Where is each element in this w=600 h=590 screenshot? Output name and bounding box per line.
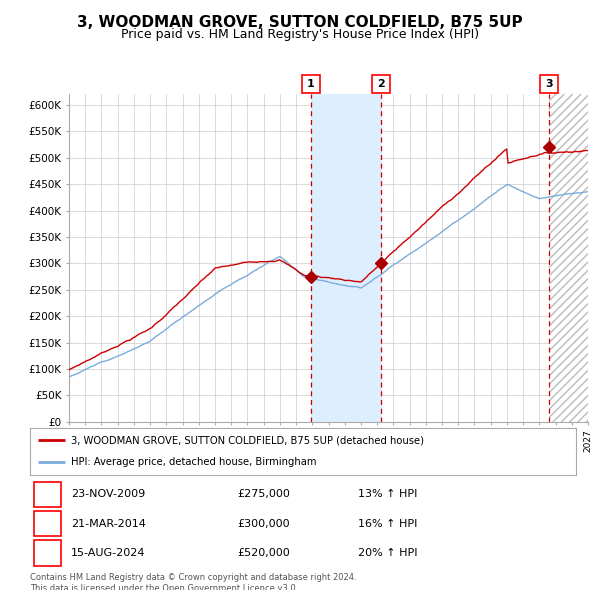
Text: £520,000: £520,000 — [238, 548, 290, 558]
Text: £300,000: £300,000 — [238, 519, 290, 529]
Text: 1: 1 — [307, 79, 314, 88]
Text: HPI: Average price, detached house, Birmingham: HPI: Average price, detached house, Birm… — [71, 457, 316, 467]
Text: Contains HM Land Registry data © Crown copyright and database right 2024.
This d: Contains HM Land Registry data © Crown c… — [30, 573, 356, 590]
Text: 1: 1 — [43, 488, 52, 501]
Text: 15-AUG-2024: 15-AUG-2024 — [71, 548, 145, 558]
Bar — [550, 94, 588, 422]
Text: 23-NOV-2009: 23-NOV-2009 — [71, 489, 145, 499]
Text: 13% ↑ HPI: 13% ↑ HPI — [358, 489, 417, 499]
Text: 3: 3 — [43, 546, 52, 559]
Text: £275,000: £275,000 — [238, 489, 290, 499]
Text: 3: 3 — [545, 79, 553, 88]
Text: 21-MAR-2014: 21-MAR-2014 — [71, 519, 146, 529]
FancyBboxPatch shape — [34, 511, 61, 536]
Text: 3, WOODMAN GROVE, SUTTON COLDFIELD, B75 5UP (detached house): 3, WOODMAN GROVE, SUTTON COLDFIELD, B75 … — [71, 435, 424, 445]
Bar — [550, 94, 588, 422]
Bar — [311, 94, 381, 422]
Text: Price paid vs. HM Land Registry's House Price Index (HPI): Price paid vs. HM Land Registry's House … — [121, 28, 479, 41]
FancyBboxPatch shape — [34, 481, 61, 507]
Text: 3, WOODMAN GROVE, SUTTON COLDFIELD, B75 5UP: 3, WOODMAN GROVE, SUTTON COLDFIELD, B75 … — [77, 15, 523, 30]
Text: 16% ↑ HPI: 16% ↑ HPI — [358, 519, 417, 529]
Text: 2: 2 — [377, 79, 385, 88]
Text: 2: 2 — [43, 517, 52, 530]
Text: 20% ↑ HPI: 20% ↑ HPI — [358, 548, 417, 558]
FancyBboxPatch shape — [34, 540, 61, 566]
